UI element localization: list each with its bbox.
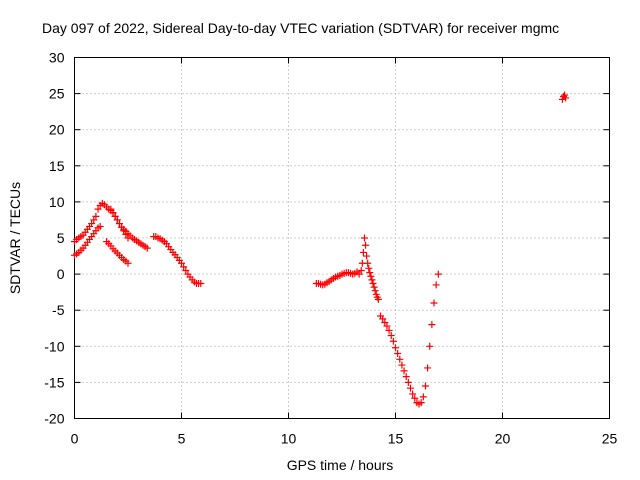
data-point — [178, 259, 185, 267]
data-point — [88, 220, 96, 228]
x-tick-label: 10 — [281, 431, 297, 447]
y-tick-label: 10 — [49, 194, 65, 210]
data-point — [421, 382, 429, 390]
y-tick-label: -15 — [44, 374, 64, 390]
y-tick-label: 25 — [49, 86, 65, 102]
data-point — [396, 355, 404, 363]
data-point — [357, 266, 365, 274]
data-point — [369, 279, 377, 287]
data-point — [364, 259, 372, 267]
data-point — [355, 270, 363, 278]
tick-labels: 0 5 10 15 20 25 -20 -15 -10 -5 0 5 10 15 20 25 30 — [44, 50, 617, 447]
x-tick-label: 25 — [602, 431, 618, 447]
data-point — [430, 299, 438, 307]
data-point — [379, 315, 387, 323]
series-segment-6 — [312, 234, 382, 303]
data-point — [411, 394, 419, 402]
y-tick-label: 0 — [57, 266, 65, 282]
data-point — [428, 321, 436, 329]
data-point — [180, 263, 188, 271]
y-tick-label: -5 — [52, 302, 65, 318]
plot-frame — [74, 57, 610, 419]
y-axis-label: SDTVAR / TECUs — [7, 182, 23, 294]
data-point — [143, 244, 151, 252]
data-point — [432, 281, 440, 289]
series-segment-7 — [377, 270, 442, 408]
y-tick-label: 20 — [49, 122, 65, 138]
data-point — [402, 373, 410, 381]
data-point — [381, 318, 389, 326]
data-point — [113, 216, 121, 224]
series-segment-3 — [103, 238, 132, 267]
series-segment-4 — [107, 205, 132, 242]
data-point — [389, 337, 397, 345]
data-point — [406, 384, 414, 392]
data-point — [409, 390, 417, 398]
data-point — [122, 230, 130, 238]
series-segment-8 — [558, 91, 570, 103]
data-point — [398, 361, 406, 369]
data-point — [385, 326, 393, 334]
x-tick-label: 15 — [388, 431, 404, 447]
data-point — [434, 270, 442, 278]
data-point — [367, 272, 375, 280]
data-point — [417, 399, 425, 407]
data-point — [118, 223, 126, 231]
x-tick-label: 0 — [71, 431, 79, 447]
y-tick-label: 15 — [49, 158, 65, 174]
data-point — [368, 276, 376, 284]
data-point — [374, 295, 382, 303]
x-tick-label: 20 — [495, 431, 511, 447]
data-point — [111, 212, 119, 220]
data-point — [124, 234, 132, 242]
data-point — [109, 209, 117, 217]
data-point — [182, 266, 190, 274]
data-point — [107, 205, 115, 213]
chart-title: Day 097 of 2022, Sidereal Day-to-day VTE… — [42, 20, 559, 36]
data-point — [92, 212, 100, 220]
data-point — [371, 287, 379, 295]
y-tick-label: -10 — [44, 338, 64, 354]
data-point — [362, 241, 370, 249]
data-point — [383, 322, 391, 330]
data-point — [197, 279, 205, 287]
data-point — [394, 350, 402, 358]
data-point — [424, 364, 432, 372]
y-tick-label: 30 — [49, 50, 65, 66]
x-tick-label: 5 — [178, 431, 186, 447]
y-tick-label: 5 — [57, 230, 65, 246]
data-point — [400, 367, 408, 375]
data-point — [94, 205, 102, 213]
data-point — [363, 252, 371, 260]
data-point — [365, 264, 373, 272]
series-segment-5 — [150, 233, 205, 287]
data-point — [392, 344, 399, 352]
data-point — [426, 342, 434, 350]
data-point — [96, 222, 104, 230]
data-point — [370, 283, 378, 291]
data-point — [366, 269, 374, 277]
data-point — [120, 227, 128, 235]
data-point — [404, 378, 412, 386]
data-point — [562, 94, 570, 102]
data-point — [90, 216, 98, 224]
series-segment-2 — [71, 222, 104, 259]
data-point — [419, 393, 427, 401]
grid-lines — [74, 57, 610, 419]
x-axis-label: GPS time / hours — [287, 457, 394, 473]
data-point — [115, 220, 123, 228]
y-tick-label: -20 — [44, 411, 64, 427]
data-points — [71, 91, 570, 408]
data-point — [387, 331, 395, 339]
data-point — [124, 259, 132, 267]
data-point — [359, 248, 367, 256]
data-point — [360, 234, 368, 242]
